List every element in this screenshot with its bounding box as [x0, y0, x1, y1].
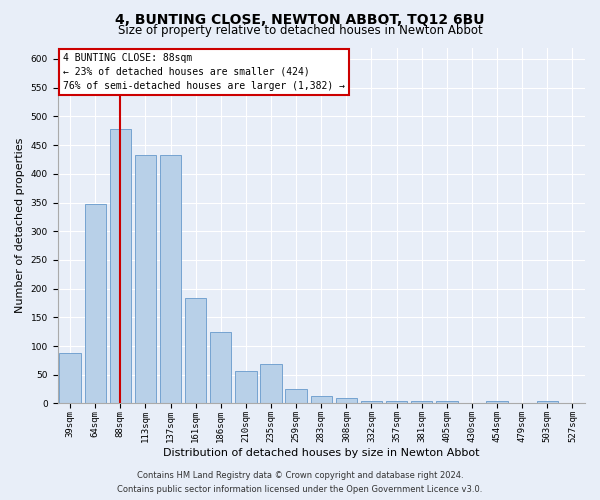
X-axis label: Distribution of detached houses by size in Newton Abbot: Distribution of detached houses by size … [163, 448, 479, 458]
Bar [336, 398, 357, 404]
Bar [85, 204, 106, 404]
Bar [160, 155, 181, 404]
Text: 4, BUNTING CLOSE, NEWTON ABBOT, TQ12 6BU: 4, BUNTING CLOSE, NEWTON ABBOT, TQ12 6BU [115, 12, 485, 26]
Bar [311, 396, 332, 404]
Bar [411, 400, 433, 404]
Bar [210, 332, 232, 404]
Bar [135, 155, 156, 404]
Bar [185, 298, 206, 404]
Bar [286, 389, 307, 404]
Text: Contains HM Land Registry data © Crown copyright and database right 2024.
Contai: Contains HM Land Registry data © Crown c… [118, 472, 482, 494]
Y-axis label: Number of detached properties: Number of detached properties [15, 138, 25, 313]
Bar [487, 400, 508, 404]
Bar [110, 129, 131, 404]
Text: Size of property relative to detached houses in Newton Abbot: Size of property relative to detached ho… [118, 24, 482, 37]
Bar [386, 400, 407, 404]
Bar [361, 400, 382, 404]
Bar [260, 364, 282, 404]
Bar [436, 400, 458, 404]
Bar [235, 370, 257, 404]
Bar [536, 400, 558, 404]
Text: 4 BUNTING CLOSE: 88sqm
← 23% of detached houses are smaller (424)
76% of semi-de: 4 BUNTING CLOSE: 88sqm ← 23% of detached… [63, 53, 345, 91]
Bar [59, 353, 81, 404]
